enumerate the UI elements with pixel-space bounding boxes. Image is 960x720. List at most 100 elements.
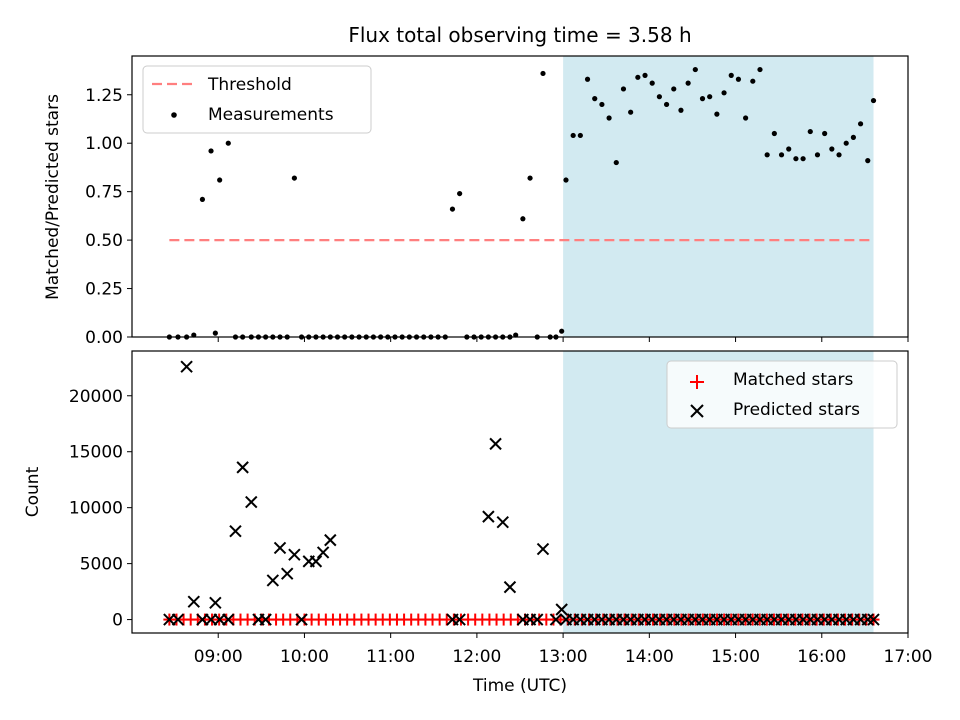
count-x-tick-label: 15:00 (711, 647, 760, 667)
predicted-star-marker (266, 574, 280, 587)
predicted-star-marker (273, 541, 287, 555)
measurement-point (714, 111, 720, 117)
predicted-star-marker (187, 595, 200, 608)
predicted-star-marker (280, 567, 294, 580)
predicted-star-marker (180, 360, 193, 373)
predicted-star-marker (288, 548, 301, 561)
ratio-legend: Threshold Measurements (142, 65, 372, 134)
predicted-star-marker (453, 613, 466, 626)
count-y-tick-label: 10000 (69, 499, 123, 519)
predicted-star-marker (171, 613, 185, 626)
count-legend-box (666, 360, 898, 429)
measurement-point (291, 175, 297, 181)
predicted-star-marker (316, 546, 330, 559)
count-y-tick-label: 5000 (80, 555, 123, 575)
count-x-tick-label: 13:00 (539, 647, 588, 667)
measurement-point (217, 177, 223, 183)
measurement-point (457, 190, 463, 197)
count-x-tick-label: 14:00 (625, 647, 674, 667)
count-y-axis-label: Count (23, 466, 43, 517)
measurement-point (570, 132, 576, 139)
count-x-axis-ticks: 09:00 10:00 11:00 12:00 13:00 14:00 15:00 16:00… (194, 633, 933, 667)
predicted-star-marker (222, 613, 235, 626)
measurement-point (513, 332, 519, 338)
count-x-tick-label: 17:00 (884, 647, 933, 667)
count-panel-frame (131, 350, 909, 634)
measurements-legend-label: Measurements (208, 105, 334, 125)
ratio-y-tick-label: 0.50 (85, 231, 123, 251)
measurement-point (699, 96, 706, 102)
measurement-point (836, 152, 842, 158)
measurement-point (707, 94, 713, 100)
measurement-point (527, 175, 533, 181)
count-x-tick-label: 12:00 (452, 647, 501, 667)
measurement-point (577, 132, 583, 139)
measurement-point (540, 70, 546, 77)
predicted-legend-label: Predicted stars (733, 400, 860, 420)
measurement-point (212, 330, 218, 336)
predicted-star-marker (531, 613, 544, 626)
ratio-y-tick-label: 0.25 (85, 280, 123, 300)
count-x-tick-label: 10:00 (280, 647, 329, 667)
count-panel: 0 5000 10000 15000 20000 09:00 10:00 11:00 12:0… (23, 350, 933, 696)
matched-legend-swatch (690, 375, 704, 389)
measurement-point (814, 152, 821, 158)
measurement-point (199, 196, 206, 203)
predicted-star-marker (482, 510, 495, 523)
threshold-legend-label: Threshold (207, 75, 292, 95)
measurement-point (559, 328, 565, 334)
predicted-star-marker (503, 580, 517, 594)
measurement-point (786, 146, 792, 152)
count-x-tick-label: 16:00 (797, 647, 846, 667)
measurement-point (870, 97, 877, 104)
count-legend: Matched stars Predicted stars (666, 360, 898, 429)
measurement-point (613, 159, 619, 166)
measurement-point (584, 76, 591, 82)
ratio-legend-box (142, 65, 372, 134)
measurement-point (449, 206, 456, 212)
ratio-panel: 0.00 0.25 0.50 0.75 1.00 1.25 Matched/Predict… (43, 55, 909, 348)
count-y-axis-ticks: 0 5000 10000 15000 20000 (69, 387, 132, 631)
predicted-star-marker (245, 495, 258, 509)
measurement-point (685, 80, 691, 86)
measurement-point (649, 80, 655, 86)
measurement-point (620, 86, 627, 92)
ratio-y-axis-ticks: 0.00 0.25 0.50 0.75 1.00 1.25 (85, 86, 132, 348)
predicted-star-marker (536, 542, 550, 556)
measurement-point (850, 134, 856, 140)
measurement-point (225, 140, 231, 146)
ratio-y-tick-label: 1.00 (85, 134, 123, 154)
measurement-point (663, 101, 670, 108)
measurement-point (656, 94, 662, 100)
count-x-tick-label: 09:00 (194, 647, 243, 667)
measurement-points (166, 66, 877, 340)
ratio-y-axis-label: Matched/Predicted stars (43, 94, 63, 300)
measurement-point (822, 130, 828, 137)
measurement-point (628, 109, 634, 115)
measurement-point (757, 66, 763, 73)
ratio-y-tick-label: 0.75 (85, 183, 123, 203)
measurement-point (208, 148, 214, 154)
measurement-point (843, 140, 849, 146)
measurements-legend-swatch (171, 112, 177, 118)
ratio-panel-frame (131, 55, 909, 338)
measurement-point (800, 156, 806, 162)
measurement-point (829, 146, 835, 152)
measurement-point (606, 115, 612, 121)
ratio-x-axis-ticks (217, 337, 909, 342)
measurement-point (592, 96, 598, 102)
predicted-star-marker (309, 555, 323, 568)
measurement-point (793, 156, 799, 162)
measurement-point (635, 74, 641, 80)
measurement-point (721, 90, 727, 96)
measurement-point (728, 72, 734, 78)
measurement-point (807, 128, 813, 135)
predicted-star-marker (555, 603, 568, 616)
measurement-point (764, 152, 770, 158)
count-y-tick-label: 15000 (69, 443, 123, 463)
measurement-point (642, 72, 648, 78)
measurement-point (750, 78, 756, 84)
matched-legend-label: Matched stars (733, 370, 853, 390)
predicted-star-marker (489, 437, 502, 451)
